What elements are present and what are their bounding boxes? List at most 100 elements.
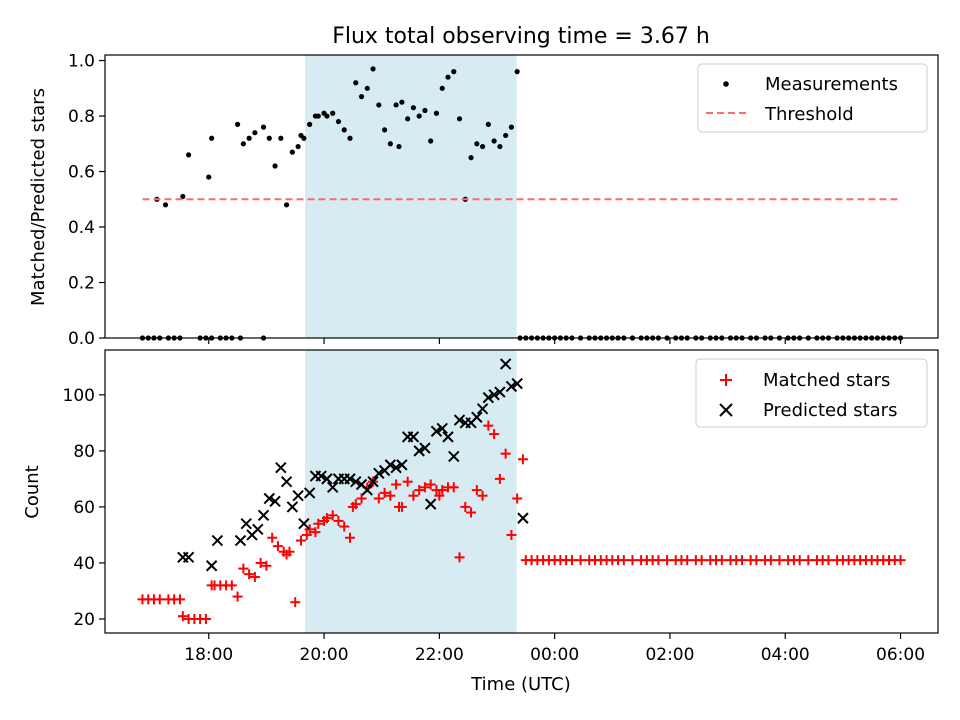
matched-point — [414, 485, 425, 496]
top-highlight-span — [305, 55, 517, 338]
matched-stars-series — [137, 420, 528, 624]
predicted-point — [476, 403, 489, 415]
measurement-point — [185, 152, 192, 158]
matched-point — [419, 482, 430, 493]
bottom-x-tick-label: 22:00 — [415, 645, 464, 665]
bottom-x-tick-label: 00:00 — [530, 645, 579, 665]
predicted-point-b — [240, 518, 252, 530]
measurement-point — [503, 132, 509, 139]
matched-point-flat — [751, 555, 762, 566]
top-measurements — [154, 66, 520, 208]
measurement-point — [272, 163, 278, 169]
predicted-point — [384, 459, 397, 471]
predicted-point-b — [280, 475, 293, 488]
measurement-point — [289, 149, 295, 155]
predicted-point-b — [350, 475, 362, 488]
matched-point — [517, 454, 528, 465]
measurement-point — [335, 118, 342, 125]
measurement-point — [307, 121, 313, 127]
matched-point — [489, 429, 500, 440]
predicted-point-b — [275, 461, 287, 474]
matched-point — [494, 473, 505, 484]
measurement-point — [439, 85, 445, 91]
predicted-point-b — [453, 414, 466, 426]
measurement-point — [260, 124, 267, 130]
measurement-point — [416, 113, 422, 119]
predicted-point — [205, 560, 218, 572]
measurement-point — [422, 107, 428, 114]
matched-point — [434, 490, 445, 501]
measurement-point — [456, 116, 463, 122]
predicted-point-b — [303, 487, 316, 499]
matched-point — [437, 485, 448, 496]
measurement-point — [381, 127, 388, 133]
measurement-point — [234, 121, 241, 127]
predicted-point — [442, 431, 454, 443]
predicted-point-b — [476, 403, 489, 415]
predicted-point — [413, 445, 425, 457]
top-y-tick-label: 0.6 — [68, 163, 95, 183]
predicted-point-b — [499, 358, 512, 370]
matched-point — [448, 482, 459, 493]
matched-point-flat — [803, 555, 814, 566]
top-y-tick-label: 0.4 — [68, 218, 95, 238]
predicted-point — [494, 386, 506, 398]
predicted-point — [419, 442, 431, 454]
predicted-point — [275, 461, 287, 474]
legend-predicted-marker — [719, 403, 733, 417]
predicted-point — [430, 425, 443, 437]
matched-point-flat — [566, 555, 577, 566]
predicted-point-b — [355, 478, 368, 491]
chart-title: Flux total observing time = 3.67 h — [332, 24, 710, 49]
predicted-point-b — [298, 518, 310, 530]
predicted-point-b — [373, 467, 385, 479]
bottom-y-tick-label: 80 — [73, 442, 95, 462]
matched-point-flat — [575, 555, 586, 566]
top-x-ticks — [208, 338, 902, 344]
matched-point-flat — [794, 555, 805, 566]
measurement-point — [364, 85, 370, 91]
bottom-x-axis-label: Time (UTC) — [470, 674, 571, 695]
bottom-y-tick-label: 100 — [63, 386, 95, 406]
bottom-y-ticks: 20 40 60 80 100 — [63, 386, 105, 630]
measurement-point — [468, 155, 474, 161]
predicted-point-b — [407, 431, 420, 443]
measurement-point — [508, 124, 515, 130]
matched-point — [339, 521, 350, 532]
measurement-point — [474, 141, 480, 147]
bottom-x-tick-label: 06:00 — [876, 645, 925, 665]
predicted-point — [361, 484, 374, 496]
bottom-x-tick-label: 20:00 — [300, 645, 349, 665]
predicted-point-b — [315, 470, 327, 482]
bottom-legend: Matched stars Predicted stars — [695, 358, 928, 428]
measurement-point — [266, 135, 272, 141]
predicted-point-b — [344, 473, 356, 485]
measurement-point — [315, 113, 321, 119]
predicted-point-b — [505, 380, 518, 393]
matched-point — [477, 490, 488, 501]
measurement-point — [301, 135, 307, 141]
matched-point-flat — [765, 555, 776, 566]
measurement-point — [405, 116, 411, 122]
measurement-point — [278, 135, 284, 141]
matched-point — [460, 501, 471, 512]
measurement-point — [485, 121, 491, 127]
bottom-y-tick-label: 60 — [73, 498, 95, 518]
matched-point — [174, 594, 185, 605]
predicted-point — [407, 431, 420, 443]
matched-point — [500, 448, 511, 459]
legend-matched-marker — [720, 374, 732, 386]
matched-point — [238, 563, 249, 574]
predicted-point — [280, 475, 293, 488]
predicted-point-b — [424, 498, 437, 510]
matched-point — [379, 487, 390, 498]
predicted-point-b — [430, 425, 443, 437]
bottom-axes-frame — [104, 349, 939, 634]
measurement-point — [479, 143, 486, 150]
matched-point — [408, 490, 419, 501]
bottom-y-tick-label: 40 — [73, 554, 95, 574]
measurement-point — [180, 193, 186, 200]
matched-point — [385, 490, 396, 501]
matched-point — [356, 493, 367, 504]
predicted-point — [396, 459, 408, 471]
